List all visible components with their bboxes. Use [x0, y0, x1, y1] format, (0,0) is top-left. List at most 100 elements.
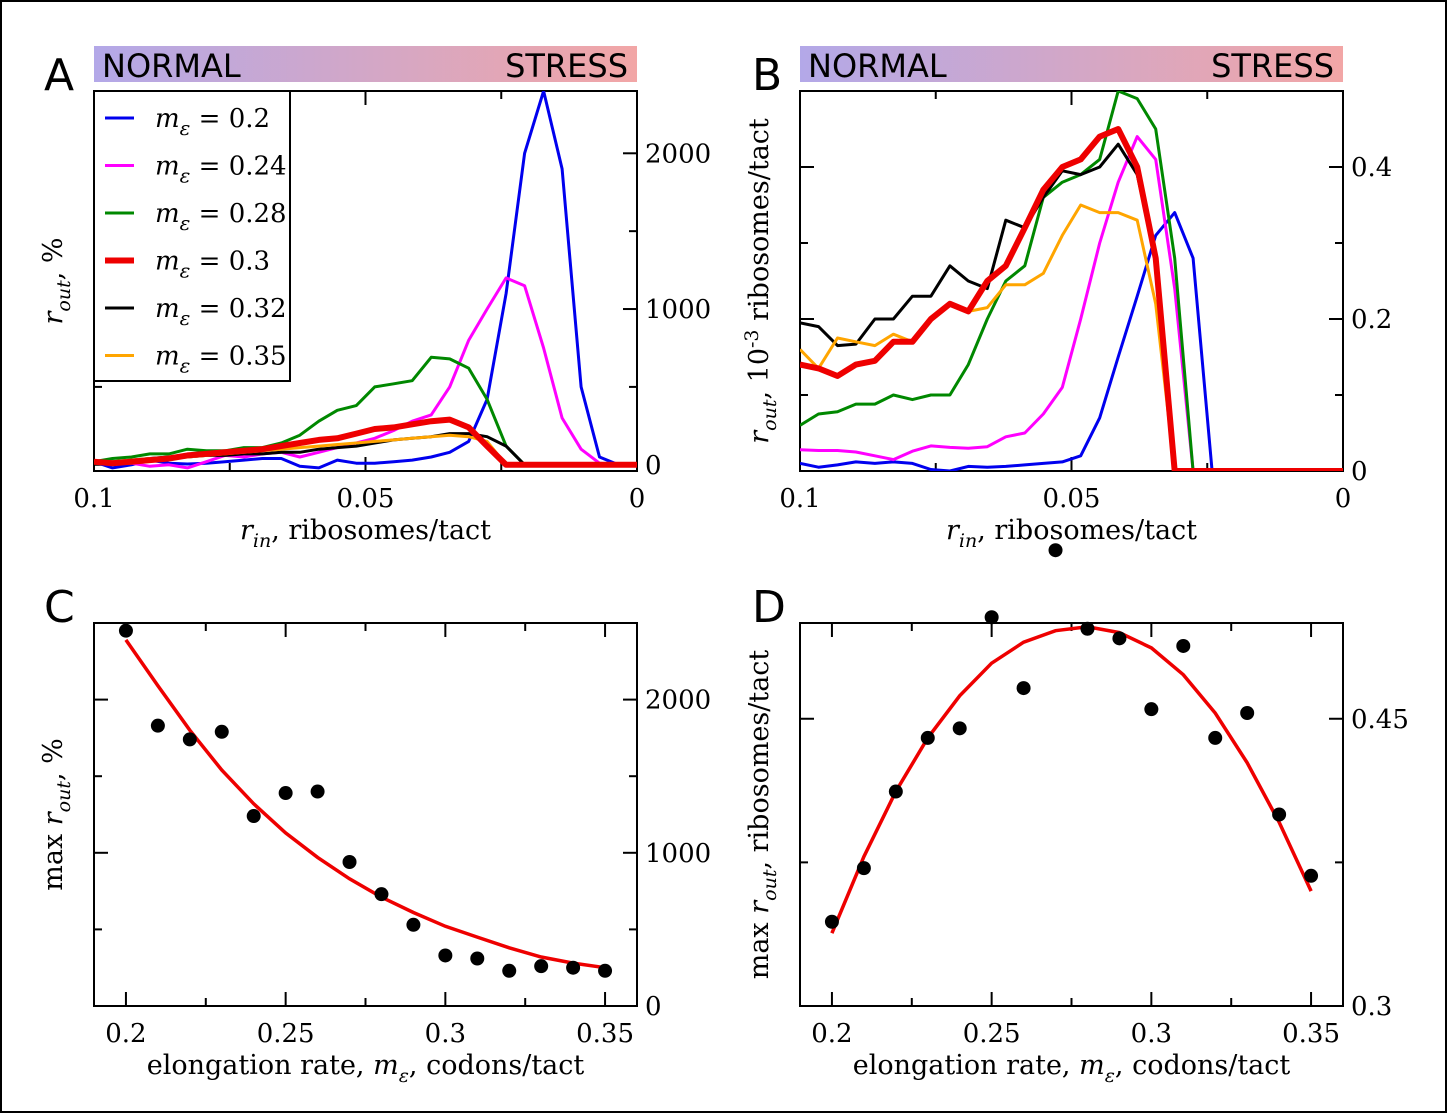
y-tick-label: 0.2	[1351, 305, 1392, 335]
series-line	[94, 91, 637, 470]
y-axis-label: max rout, ribosomes/tact	[744, 650, 781, 980]
data-point	[1144, 702, 1159, 717]
data-point	[406, 917, 421, 932]
data-point	[1176, 638, 1191, 653]
plot-data	[800, 91, 1343, 471]
x-axis-label: rin, ribosomes/tact	[946, 515, 1197, 552]
y-axis-label: rout, 10-3 ribosomes/tact	[741, 118, 781, 444]
data-point	[310, 784, 325, 799]
fit-curve	[124, 638, 606, 970]
panel-letter-d: D	[752, 582, 786, 633]
y-tick-label: 1000	[645, 295, 711, 325]
legend-entry: mε = 0.24	[155, 152, 287, 188]
legend-entry: mε = 0.2	[155, 104, 270, 140]
x-axis-label: rin, ribosomes/tact	[240, 515, 491, 552]
y-tick-label: 0.4	[1351, 153, 1392, 183]
series-line	[800, 211, 1343, 471]
y-axis-label: rout, %	[38, 237, 75, 324]
panel-letter-a: A	[44, 50, 74, 101]
legend-entry: mε = 0.3	[155, 247, 270, 283]
data-point	[1208, 730, 1223, 745]
y-axis-label: max rout, %	[38, 738, 75, 891]
data-point	[1240, 706, 1255, 721]
x-tick-label: 0.3	[1131, 1019, 1172, 1049]
x-tick-label: 0.05	[337, 484, 395, 514]
data-point	[214, 724, 229, 739]
data-point	[1048, 543, 1063, 558]
stress-band-a	[94, 46, 637, 82]
data-point	[118, 623, 133, 638]
y-tick-label: 0	[645, 451, 662, 481]
legend-box	[93, 90, 291, 382]
data-point	[888, 784, 903, 799]
data-point	[438, 948, 453, 963]
plot-data	[830, 625, 1313, 934]
band-stress-label-b: STRESS	[1211, 47, 1334, 85]
y-tick-label: 0.3	[1351, 992, 1392, 1022]
data-point	[470, 951, 485, 966]
legend-entry: mε = 0.28	[155, 199, 287, 235]
y-tick-label: 1000	[645, 839, 711, 869]
data-point	[1080, 621, 1095, 636]
x-tick-label: 0.25	[257, 1019, 315, 1049]
legend-entry: mε = 0.32	[155, 294, 287, 330]
x-tick-label: 0.2	[811, 1019, 852, 1049]
data-point	[278, 786, 293, 801]
data-point	[1272, 807, 1287, 822]
data-point	[182, 732, 197, 747]
data-point	[374, 887, 389, 902]
series-line	[800, 203, 1343, 471]
data-point	[502, 963, 517, 978]
data-point	[598, 963, 613, 978]
x-tick-label: 0.35	[1282, 1019, 1340, 1049]
band-normal-label-b: NORMAL	[808, 47, 947, 85]
band-stress-label-a: STRESS	[505, 47, 628, 85]
x-tick-label: 0.3	[425, 1019, 466, 1049]
panel-d-chart: 0.2 0.25 0.3 0.35 0.3 0.45 elongation rate, mε…	[744, 543, 1409, 1087]
series-line	[94, 416, 637, 468]
data-point	[1304, 868, 1319, 883]
x-tick-label: 0.35	[576, 1019, 634, 1049]
series-line	[94, 276, 637, 470]
data-point	[1112, 631, 1127, 646]
panel-b-chart: 0.1 0.05 00 0.2 0.4 rin, ribosomes/tact rout, …	[741, 90, 1392, 552]
series-line	[800, 126, 1343, 471]
panel-a-chart: 0.1 0.05 00 1000 2000 rin, ribosomes/tact rout…	[38, 90, 711, 552]
x-tick-label: 0.1	[779, 484, 820, 514]
x-tick-label: 0.05	[1043, 484, 1101, 514]
data-point	[566, 960, 581, 975]
band-normal-label-a: NORMAL	[102, 47, 241, 85]
data-point	[534, 959, 549, 974]
stress-band-b	[800, 46, 1343, 82]
plot-data	[94, 91, 637, 470]
fit-curve	[830, 625, 1313, 934]
data-point	[856, 861, 871, 876]
x-tick-label: 0.2	[105, 1019, 146, 1049]
x-axis-label: elongation rate, mε, codons/tact	[853, 1050, 1291, 1087]
panel-letter-b: B	[752, 50, 782, 101]
x-tick-label: 0.1	[73, 484, 114, 514]
panel-letter-c: C	[44, 582, 75, 633]
data-point	[824, 914, 839, 929]
series-line	[800, 142, 1343, 471]
plot-data	[124, 638, 606, 970]
x-tick-label: 0	[1335, 484, 1352, 514]
data-point	[150, 718, 165, 733]
x-tick-label: 0	[629, 484, 646, 514]
y-tick-label: 2000	[645, 686, 711, 716]
data-point	[984, 610, 999, 625]
data-point	[1016, 681, 1031, 696]
x-axis-label: elongation rate, mε, codons/tact	[147, 1050, 585, 1087]
x-tick-label: 0.25	[963, 1019, 1021, 1049]
legend-entry: mε = 0.35	[155, 342, 287, 378]
panel-c-chart: 0.2 0.25 0.3 0.35 0 1000 2000 elongation rate, …	[38, 622, 711, 1087]
y-tick-label: 0	[1351, 457, 1368, 487]
data-point	[342, 854, 357, 869]
data-point	[920, 730, 935, 745]
series-line	[800, 91, 1343, 471]
y-tick-label: 2000	[645, 139, 711, 169]
data-point	[246, 809, 261, 824]
series-line	[800, 135, 1343, 471]
